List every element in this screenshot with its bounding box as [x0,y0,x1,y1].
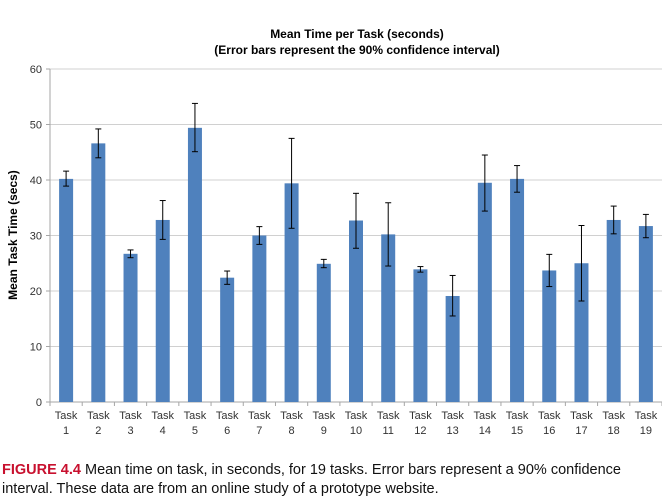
bar [606,219,621,402]
x-tick-label-number: 4 [160,425,166,437]
x-tick-label-number: 9 [321,425,327,437]
bar [155,219,170,402]
bar [91,143,106,402]
figure-label: FIGURE 4.4 [2,462,81,478]
chart-title-line-1: Mean Time per Task (seconds) [270,27,444,41]
x-tick-label-word: Task [474,410,497,422]
x-tick-label-number: 7 [256,425,262,437]
x-tick-label-number: 15 [511,425,523,437]
x-tick-label-word: Task [377,410,400,422]
x-tick-label-word: Task [312,410,335,422]
x-tick-label-word: Task [409,410,432,422]
x-tick-label-word: Task [602,410,625,422]
x-tick-label-number: 6 [224,425,230,437]
x-tick-label-word: Task [216,410,239,422]
x-tick-label-word: Task [280,410,303,422]
y-tick-label: 60 [30,64,42,76]
x-tick-label-word: Task [441,410,464,422]
bar [542,270,557,402]
x-tick-label-word: Task [55,410,78,422]
y-tick-label: 10 [30,342,42,354]
x-tick-label-word: Task [248,410,271,422]
error-bars [63,102,649,317]
x-tick-label-number: 5 [192,425,198,437]
bar [574,263,589,402]
chart-title-line-2: (Error bars represent the 90% confidence… [214,43,499,57]
y-tick-label: 0 [36,397,42,409]
y-axis-label: Mean Task Time (secs) [6,170,20,300]
bar [187,127,202,402]
bar [381,234,396,402]
x-tick-label-number: 12 [414,425,426,437]
y-tick-label: 50 [30,120,42,132]
x-tick-label-word: Task [184,410,207,422]
x-tick-label-number: 3 [127,425,133,437]
bar [477,182,492,402]
bar [284,183,299,402]
x-tick-label-word: Task [87,410,110,422]
x-tick-label-number: 11 [382,425,393,437]
x-tick-label-number: 14 [479,425,491,437]
x-tick-labels: Task 1 Task 2 Task 3 Task 4 Task 5 Task 6 Task 7 Task 8… [55,410,658,437]
bar [510,178,525,402]
bar [123,253,138,402]
x-tick-label-number: 17 [575,425,587,437]
figure-caption-text: Mean time on task, in seconds, for 19 ta… [2,462,621,497]
x-tick-label-word: Task [538,410,561,422]
figure-caption: FIGURE 4.4 Mean time on task, in seconds… [2,461,652,499]
x-tick-label-number: 8 [289,425,295,437]
bar [59,178,74,402]
bar [316,263,331,402]
x-tick-label-word: Task [119,410,142,422]
x-tick-label-number: 13 [447,425,459,437]
x-tick-label-word: Task [345,410,368,422]
x-tick-label-number: 19 [640,425,652,437]
x-tick-label-number: 16 [543,425,555,437]
x-tick-label-word: Task [570,410,593,422]
x-tick-label-number: 10 [350,425,362,437]
bar [349,220,363,402]
x-tick-label-number: 2 [95,425,101,437]
bars [59,127,653,402]
bar [638,226,653,402]
y-tick-label: 30 [30,231,42,243]
y-tick-label: 20 [30,286,42,298]
bar [252,235,267,402]
x-tick-label-word: Task [635,410,658,422]
x-tick-label-number: 1 [63,425,69,437]
bar [220,277,235,402]
x-tick-label-word: Task [151,410,174,422]
y-tick-label: 40 [30,175,42,187]
y-tick-labels: 0 10 20 30 40 50 60 [30,64,42,409]
bar [445,295,460,402]
x-tick-label-word: Task [506,410,529,422]
x-tick-label-number: 18 [608,425,620,437]
bar [413,269,428,402]
bar-chart: Mean Time per Task (seconds) (Error bars… [6,27,662,437]
